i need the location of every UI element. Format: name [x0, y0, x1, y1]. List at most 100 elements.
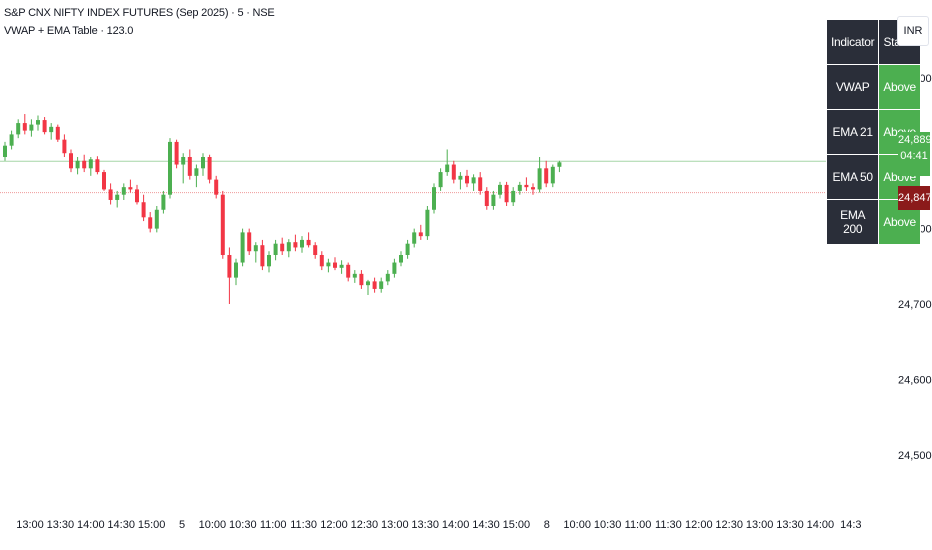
candle-body: [352, 273, 357, 278]
candle: [392, 258, 397, 278]
candle: [247, 228, 252, 255]
x-tick-label: 14:30: [107, 519, 135, 531]
candle: [121, 183, 126, 200]
line-price-badge: 24,847.70: [898, 186, 932, 210]
candle-body: [154, 209, 159, 229]
candle-body: [194, 168, 199, 176]
candle-body: [82, 160, 87, 169]
candle-body: [445, 164, 450, 173]
candle-body: [253, 245, 258, 252]
candle-body: [366, 281, 370, 286]
x-tick-label: 10:30: [229, 519, 257, 531]
x-tick-label: 13:00: [381, 519, 409, 531]
candle-body: [234, 262, 238, 278]
candle: [115, 190, 120, 208]
time-axis[interactable]: 13:00 13:30 14:00 14:30 15:00 5 10:00 10:30 11:0…: [16, 519, 861, 531]
candle: [418, 224, 423, 240]
indicator-label[interactable]: VWAP + EMA Table · 123.0: [4, 25, 134, 37]
candle: [491, 190, 496, 210]
candle-body: [16, 123, 21, 135]
candle-body: [95, 159, 100, 173]
candle-body: [458, 175, 463, 180]
candle-body: [55, 126, 60, 140]
candle-body: [491, 194, 496, 206]
currency-button[interactable]: INR: [897, 16, 929, 46]
table-row: VWAP Above: [825, 64, 921, 110]
x-tick-label: 14:3: [840, 519, 861, 531]
candle: [432, 183, 436, 214]
candle-body: [49, 126, 54, 133]
candle: [187, 149, 192, 180]
x-tick-label: 14:00: [807, 519, 835, 531]
candle: [293, 234, 298, 252]
candle: [55, 124, 60, 142]
candle-body: [537, 168, 542, 190]
chart-header: S&P CNX NIFTY INDEX FUTURES (Sep 2025) ·…: [4, 4, 275, 40]
candle-body: [465, 175, 469, 184]
candle-body: [62, 139, 67, 154]
candle-body: [135, 189, 139, 203]
candle: [128, 179, 133, 193]
table-row: EMA 200 Above: [825, 199, 921, 245]
candle-body: [319, 255, 324, 267]
candle: [22, 114, 27, 135]
candle: [62, 134, 67, 157]
candle: [313, 242, 318, 259]
x-tick-label: 15:00: [138, 519, 166, 531]
candle: [445, 149, 450, 176]
candle: [399, 251, 403, 267]
table-header-row: Indicator Status: [825, 19, 921, 65]
candle-body: [432, 187, 436, 210]
candle: [168, 138, 172, 199]
candle-body: [161, 194, 166, 210]
candle: [214, 175, 219, 199]
candle: [16, 119, 21, 139]
candle: [220, 190, 225, 259]
candle-body: [471, 177, 476, 184]
candle-body: [201, 157, 205, 169]
candle: [333, 257, 337, 271]
candle-body: [115, 194, 120, 200]
candle: [498, 181, 502, 199]
candle: [75, 157, 80, 175]
candle-body: [22, 123, 27, 131]
candle: [544, 160, 549, 188]
candle: [234, 258, 238, 286]
x-tick-label: 10:00: [199, 519, 227, 531]
candle-body: [451, 164, 456, 180]
candle: [504, 181, 509, 206]
candle: [273, 239, 278, 261]
candle-body: [102, 172, 106, 190]
candle: [484, 187, 489, 210]
candle-body: [359, 273, 364, 286]
x-tick-label: 8: [544, 519, 550, 531]
candle-body: [313, 245, 318, 255]
header-indicator: Indicator: [825, 19, 880, 65]
candle-body: [293, 242, 298, 248]
x-tick-label: 13:30: [47, 519, 75, 531]
symbol-title[interactable]: S&P CNX NIFTY INDEX FUTURES (Sep 2025) ·…: [4, 7, 275, 19]
row-status: Above: [878, 64, 921, 110]
candles: [3, 114, 562, 304]
candle-body: [372, 281, 377, 289]
candle-body: [498, 184, 502, 195]
candle-body: [207, 157, 212, 180]
row-indicator: VWAP: [825, 64, 880, 110]
x-tick-label: 12:30: [351, 519, 379, 531]
candle: [346, 262, 351, 282]
candle-body: [438, 172, 443, 188]
candle-body: [531, 187, 535, 190]
candle-body: [405, 243, 410, 255]
candle: [69, 149, 73, 173]
candle-body: [187, 157, 192, 176]
candle: [359, 270, 364, 289]
candle-body: [69, 153, 73, 169]
candle-body: [557, 162, 562, 167]
candle-body: [333, 262, 337, 268]
candle: [82, 154, 87, 173]
row-indicator: EMA 21: [825, 109, 880, 155]
candle: [352, 270, 357, 283]
candle: [108, 183, 113, 205]
candle-body: [300, 239, 304, 248]
